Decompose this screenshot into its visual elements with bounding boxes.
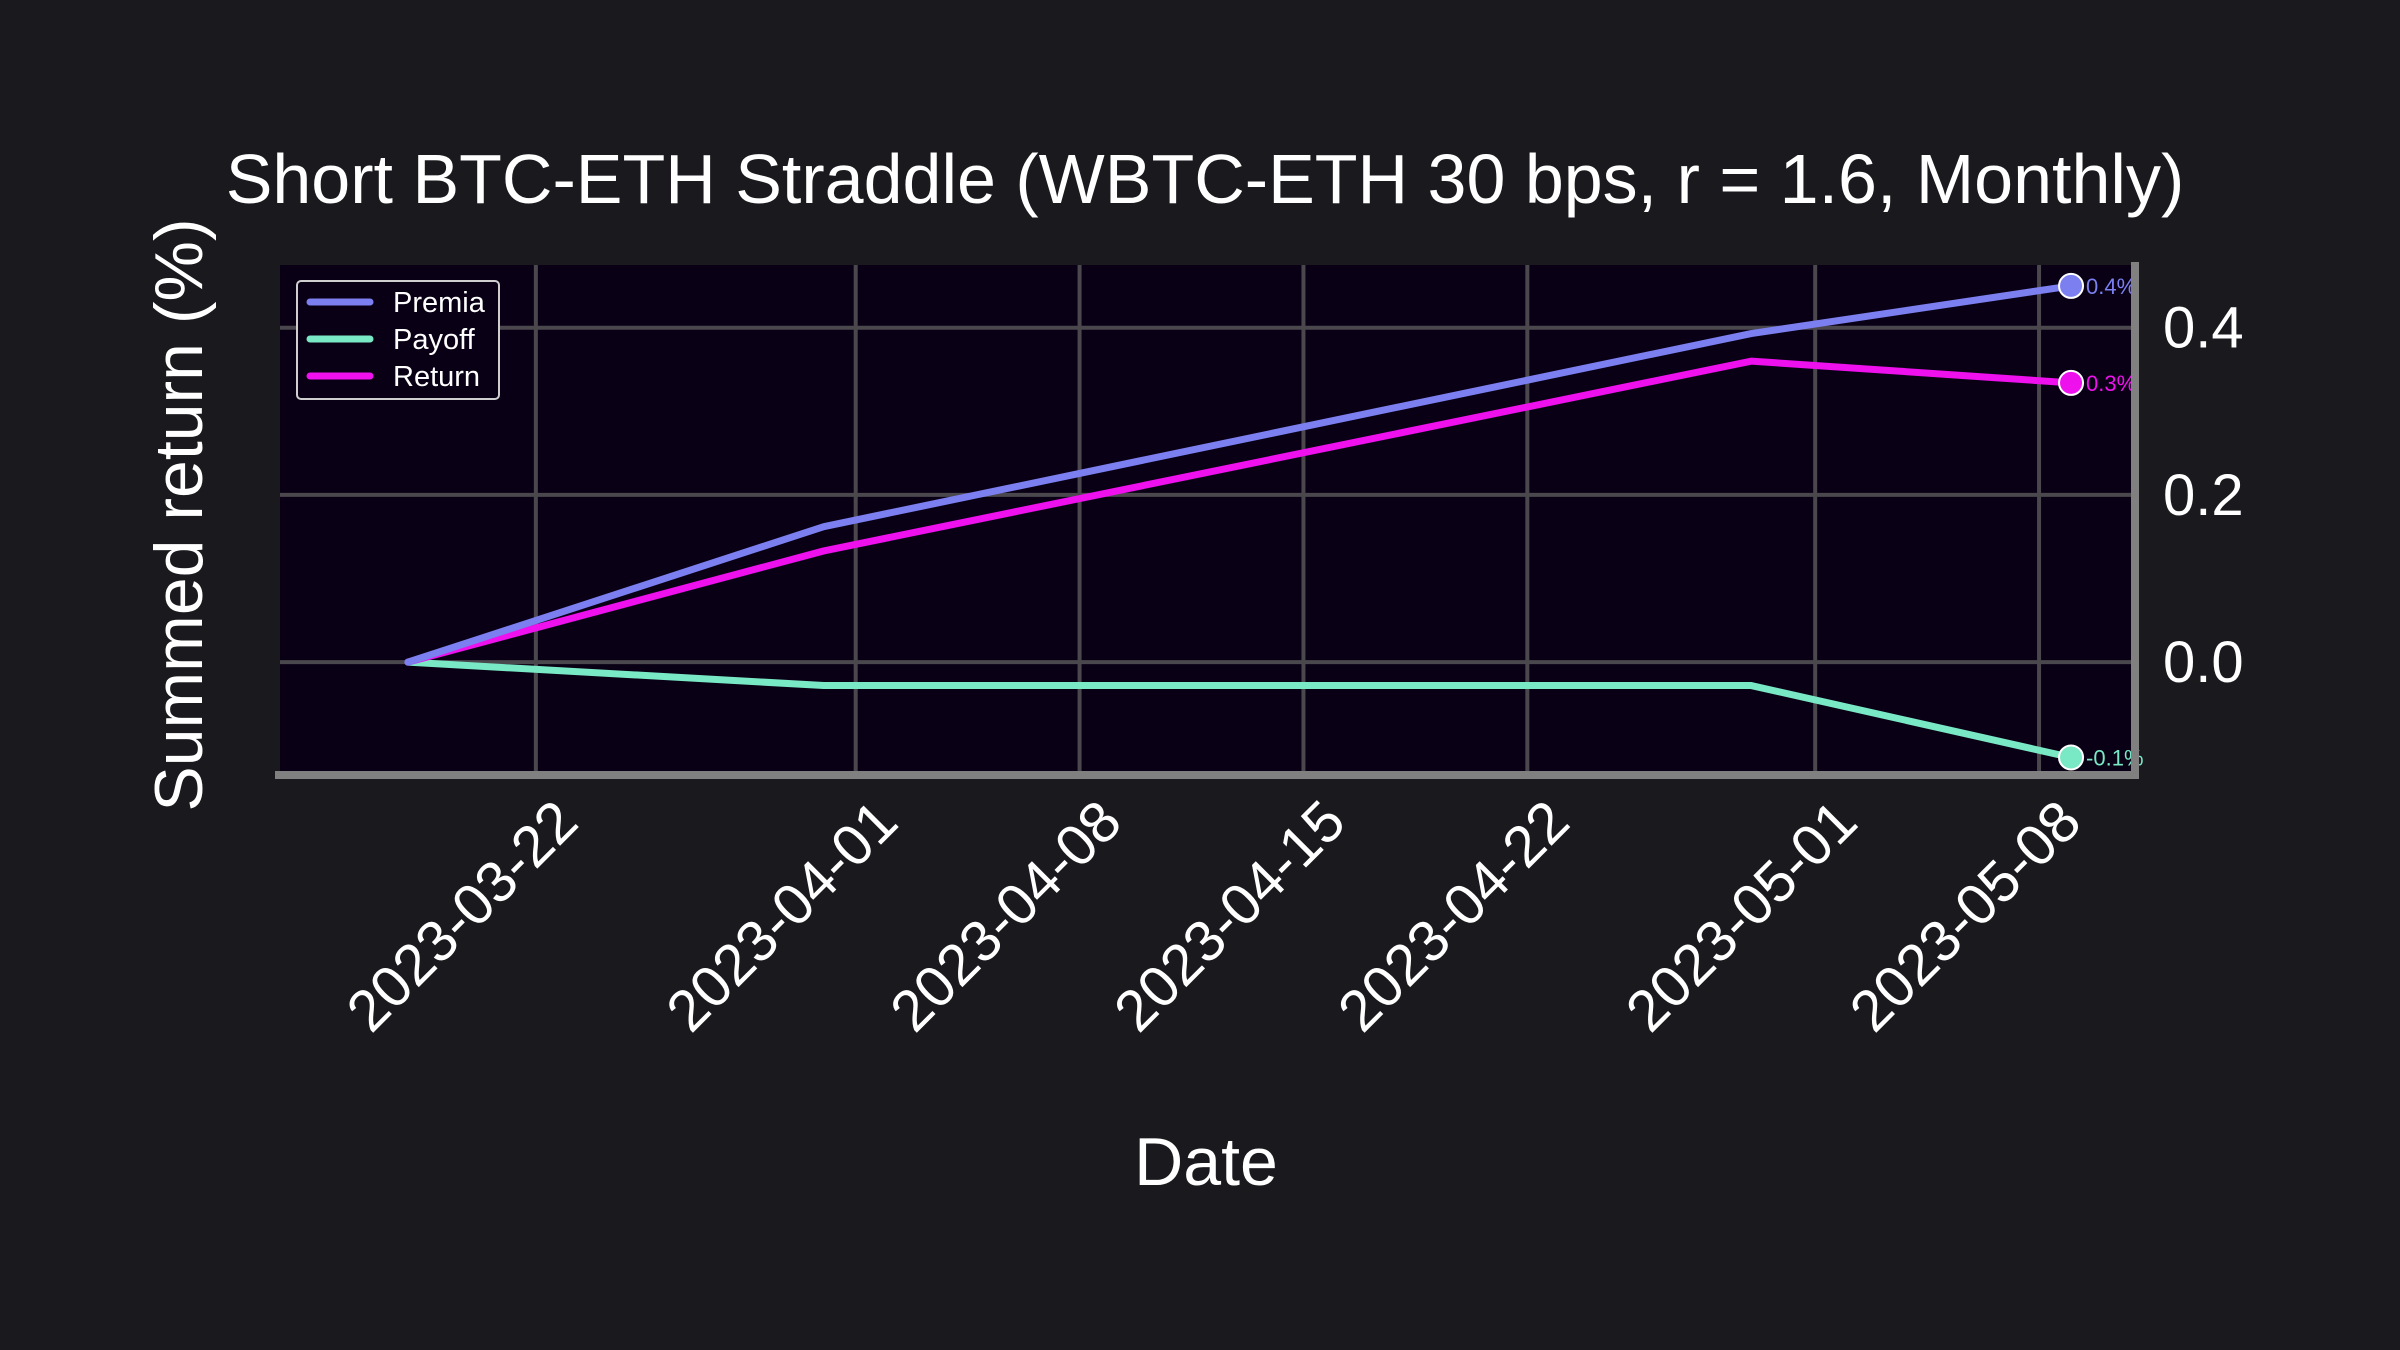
end-label-premia: 0.4% [2086,274,2136,299]
plot-area [280,265,2135,775]
x-tick-label: 2023-04-15 [1102,788,1358,1044]
end-marker-premia [2058,272,2085,299]
chart-title: Short BTC-ETH Straddle (WBTC-ETH 30 bps,… [226,140,2185,218]
x-tick-label: 2023-05-01 [1614,788,1870,1044]
series-line-premia [404,282,2075,666]
axes [275,262,2139,779]
x-tick-labels: 2023-03-22 2023-04-012023-04-082023-04-15… [334,788,2093,1044]
legend-label-return: Return [393,361,480,393]
legend-frame [296,280,500,400]
end-marker-return [2058,369,2085,396]
y-tick-label: 0.0 [2163,630,2244,695]
legend: Premia Payoff Return [296,280,500,400]
x-tick-label: 2023-03-22 [334,788,590,1044]
y-axis-label: Summed return (%) [141,218,217,811]
x-tick-label: 2023-04-01 [654,788,910,1044]
y-tick-labels: 0.0 0.2 0.4 [2163,296,2244,695]
x-axis-label: Date [1134,1124,1278,1200]
x-tick-label: 2023-05-08 [1837,788,2093,1044]
end-label-return: 0.3% [2086,371,2136,396]
grid [280,265,2135,775]
y-tick-label: 0.4 [2163,296,2244,361]
legend-label-payoff: Payoff [393,324,476,356]
series-lines: -0.1%0.3%0.4% [404,272,2144,771]
series-line-payoff [404,658,2075,761]
x-tick-label: 2023-04-22 [1326,788,1582,1044]
y-tick-label: 0.2 [2163,463,2244,528]
x-tick-label: 2023-04-08 [878,788,1134,1044]
legend-label-premia: Premia [393,287,486,319]
end-marker-payoff [2058,744,2085,771]
series-line-return [404,357,2075,666]
